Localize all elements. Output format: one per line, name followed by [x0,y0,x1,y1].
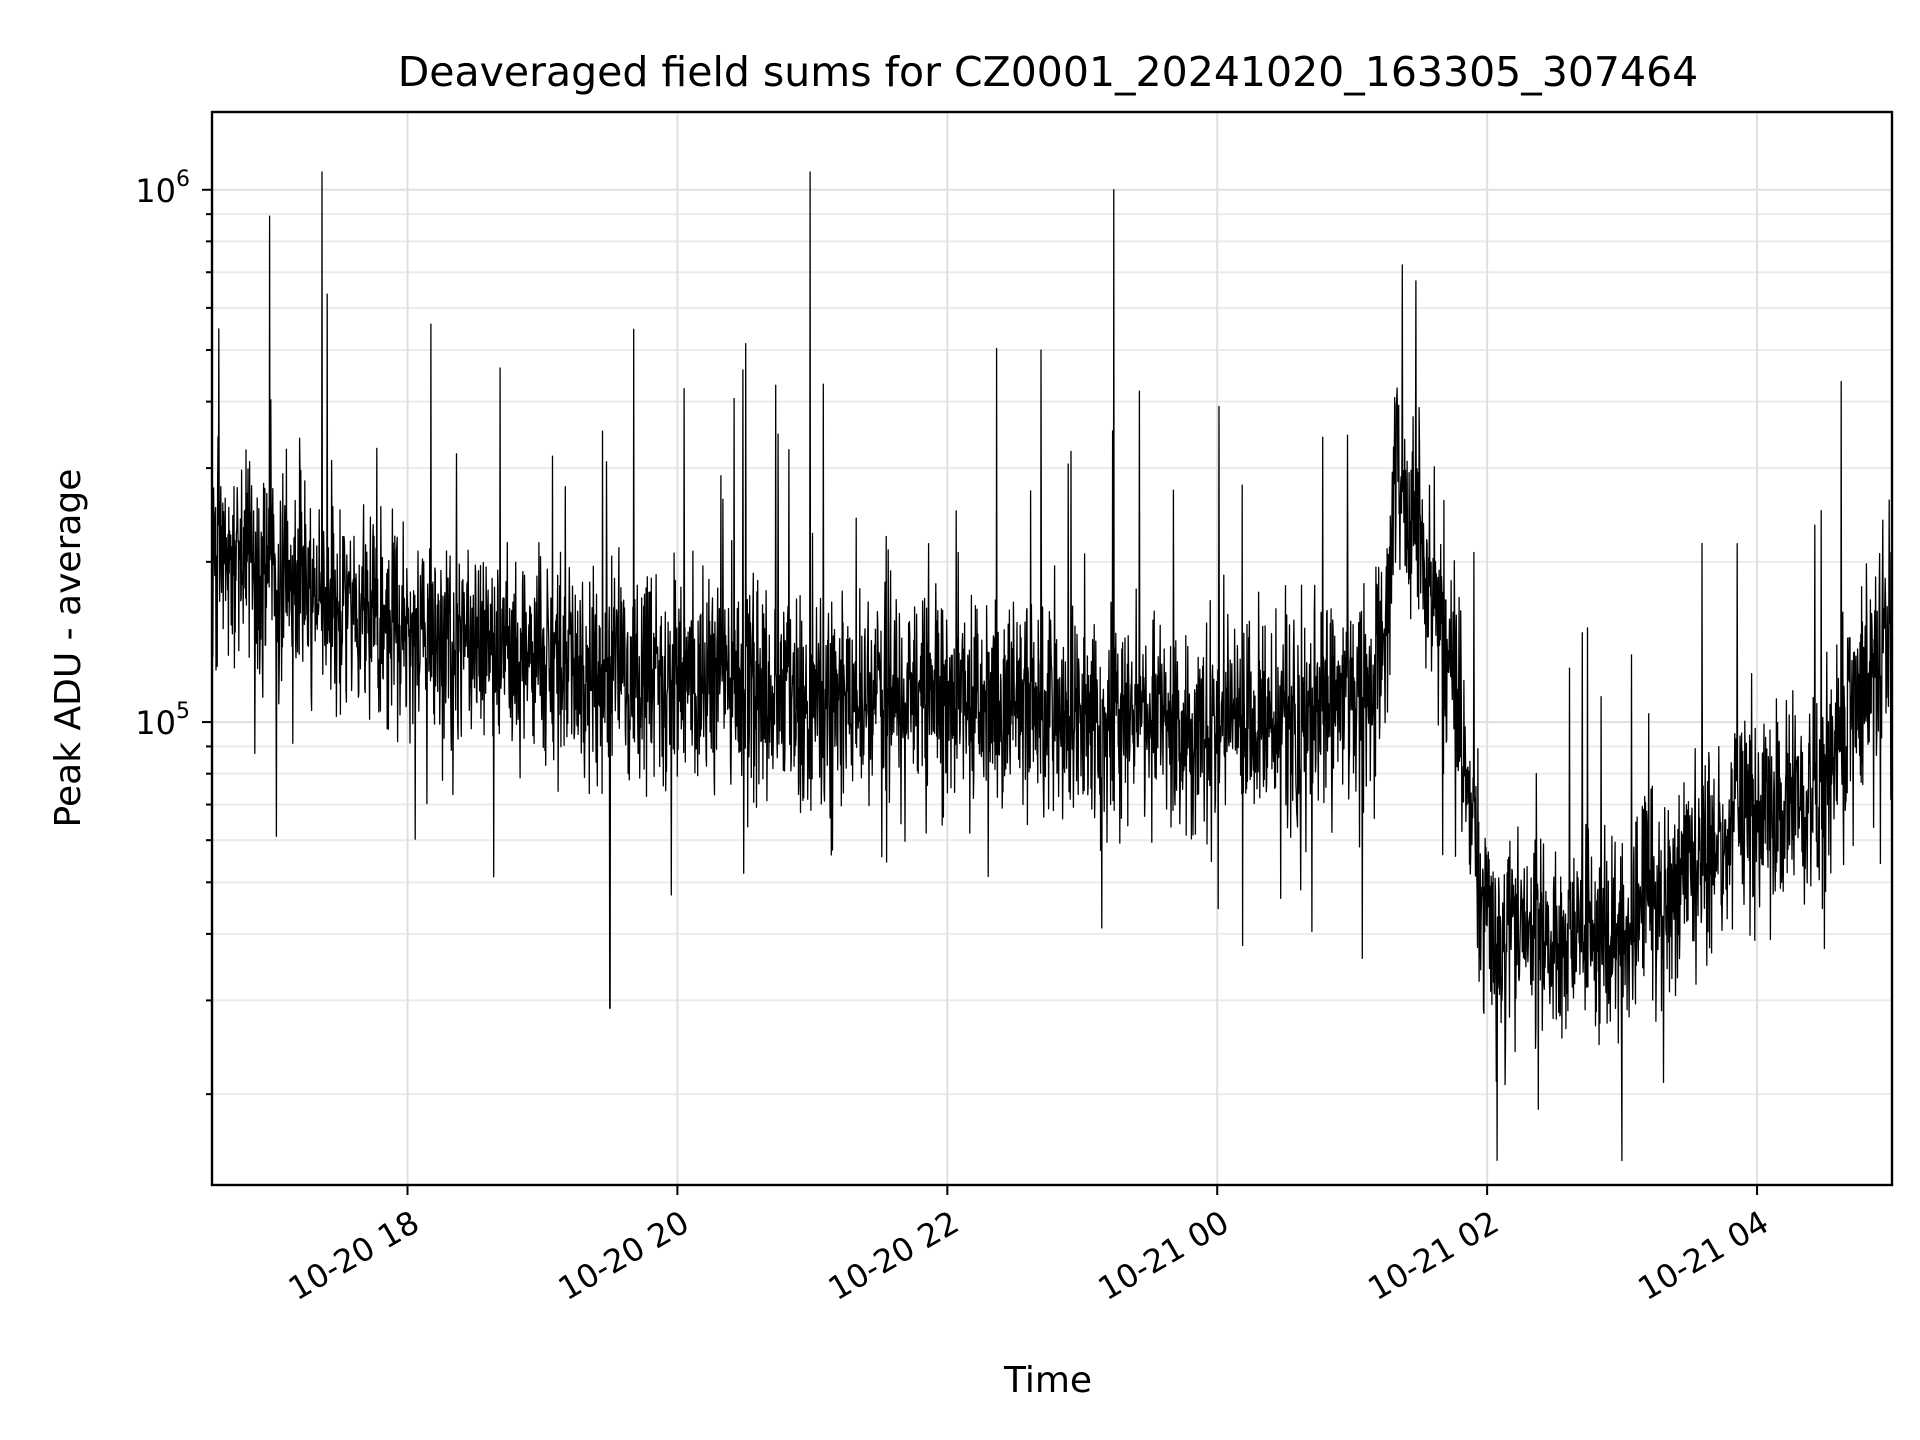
grid [212,112,1892,1185]
y-axis: 105 106 [135,167,212,1096]
chart-title: Deaveraged field sums for CZ0001_2024102… [398,48,1699,96]
plot-frame [210,110,1894,1187]
y-tick-label: 106 [135,167,190,210]
y-axis-label: Peak ADU - average [48,469,89,828]
x-axis-label: Time [1003,1360,1092,1401]
plot-area [212,171,1892,1162]
y-tick-label: 105 [135,699,190,742]
series-line [212,171,1892,1162]
